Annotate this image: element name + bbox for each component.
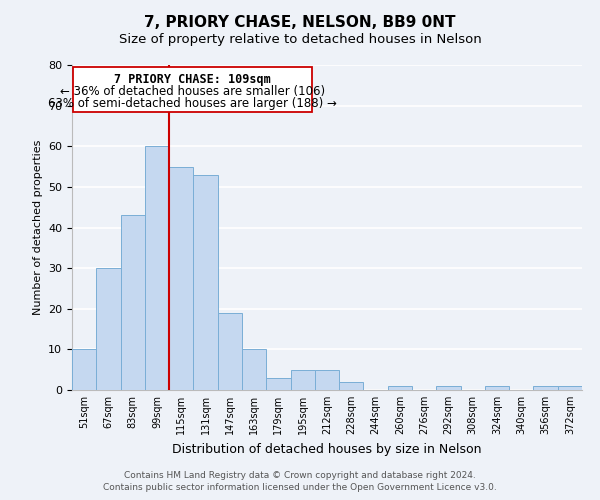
Bar [193,174,218,390]
Bar [436,386,461,390]
Text: ← 36% of detached houses are smaller (106): ← 36% of detached houses are smaller (10… [60,86,325,98]
Y-axis label: Number of detached properties: Number of detached properties [32,140,43,315]
Text: 7 PRIORY CHASE: 109sqm: 7 PRIORY CHASE: 109sqm [115,73,271,86]
Bar [266,378,290,390]
Bar [339,382,364,390]
Bar [218,313,242,390]
Bar [290,370,315,390]
Text: 63% of semi-detached houses are larger (188) →: 63% of semi-detached houses are larger (… [49,98,337,110]
Bar [388,386,412,390]
Text: Size of property relative to detached houses in Nelson: Size of property relative to detached ho… [119,32,481,46]
Text: 7, PRIORY CHASE, NELSON, BB9 0NT: 7, PRIORY CHASE, NELSON, BB9 0NT [144,15,456,30]
Bar [315,370,339,390]
Bar [242,350,266,390]
Bar [485,386,509,390]
Bar [72,350,96,390]
Bar [73,67,313,112]
Bar [96,268,121,390]
Bar [169,166,193,390]
Bar [558,386,582,390]
Bar [145,146,169,390]
X-axis label: Distribution of detached houses by size in Nelson: Distribution of detached houses by size … [172,442,482,456]
Bar [121,216,145,390]
Text: Contains HM Land Registry data © Crown copyright and database right 2024.
Contai: Contains HM Land Registry data © Crown c… [103,471,497,492]
Bar [533,386,558,390]
